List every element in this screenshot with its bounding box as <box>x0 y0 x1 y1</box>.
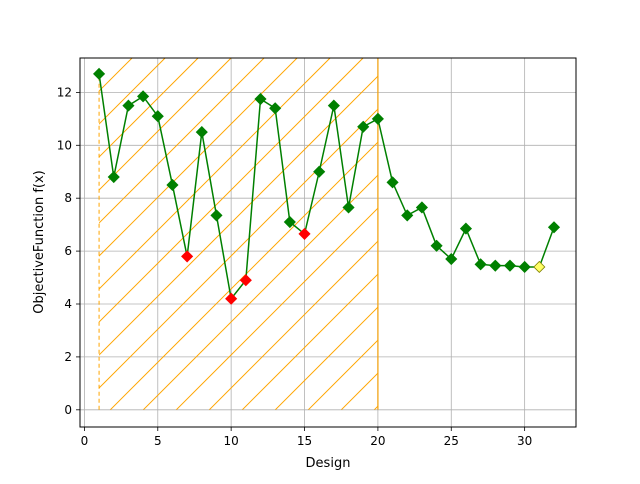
series-markers <box>93 67 561 305</box>
x-tick-label: 15 <box>297 434 312 448</box>
data-point <box>166 178 179 192</box>
x-tick-label: 20 <box>370 434 385 448</box>
grid <box>80 58 576 427</box>
hatch-line <box>99 58 364 323</box>
x-axis-ticks: 0 5 10 15 20 25 30 <box>81 427 532 448</box>
hatch-line <box>99 58 232 191</box>
data-point <box>122 99 135 112</box>
hatch-lines <box>99 58 378 410</box>
y-axis-label: ObjectiveFunction f(x) <box>32 170 47 313</box>
data-point <box>547 221 561 234</box>
data-point-highlight <box>239 274 252 287</box>
x-tick-label: 5 <box>154 434 162 448</box>
hatch-line <box>99 58 166 125</box>
data-point <box>342 201 355 214</box>
hatch-line <box>109 141 378 410</box>
hatch-line <box>99 58 331 290</box>
data-point <box>93 67 106 80</box>
y-tick-label: 12 <box>57 85 72 99</box>
x-tick-label: 10 <box>224 434 239 448</box>
y-tick-label: 10 <box>57 138 72 152</box>
data-point <box>445 252 458 266</box>
x-axis-label: Design <box>306 456 351 471</box>
data-point <box>313 165 326 178</box>
data-point <box>489 259 502 272</box>
data-point <box>371 112 384 125</box>
hatch-line <box>99 58 199 158</box>
data-point <box>474 258 487 271</box>
x-tick-label: 0 <box>81 434 89 448</box>
hatch-line <box>99 108 378 389</box>
data-point <box>151 110 164 123</box>
data-point <box>283 215 296 229</box>
data-point <box>459 222 473 235</box>
data-point <box>386 176 399 189</box>
data-point <box>503 259 517 272</box>
data-point <box>254 92 267 106</box>
y-axis-ticks: 0 2 4 6 8 10 12 <box>57 85 80 417</box>
hatch-line <box>99 58 265 224</box>
data-point <box>269 102 282 115</box>
data-point <box>430 239 443 252</box>
hatched-region <box>98 58 379 410</box>
hatch-line <box>307 339 378 410</box>
x-tick-label: 30 <box>517 434 532 448</box>
data-point <box>401 209 414 222</box>
data-point <box>210 209 223 222</box>
y-tick-label: 8 <box>64 191 72 205</box>
hatch-line <box>142 174 378 410</box>
y-tick-label: 4 <box>64 297 72 311</box>
data-point <box>415 201 428 214</box>
hatch-line <box>208 240 378 410</box>
y-tick-label: 6 <box>64 244 72 258</box>
data-point <box>518 260 531 274</box>
data-point <box>107 170 120 184</box>
data-point-best <box>533 260 546 274</box>
x-tick-label: 25 <box>444 434 459 448</box>
data-point-highlight <box>181 250 194 263</box>
data-point <box>137 90 150 103</box>
data-point-highlight <box>225 292 238 305</box>
hatch-line <box>99 58 298 257</box>
hatch-line <box>241 273 378 410</box>
plot-frame <box>79 57 577 428</box>
y-tick-label: 0 <box>64 403 72 417</box>
y-tick-label: 2 <box>64 350 72 364</box>
data-point <box>357 120 370 133</box>
hatch-line <box>175 207 378 410</box>
data-point <box>195 125 208 139</box>
data-point-highlight <box>298 227 311 240</box>
series-polyline <box>98 73 555 301</box>
data-point <box>327 99 340 112</box>
series-line <box>98 73 555 301</box>
hatch-line <box>274 306 378 410</box>
